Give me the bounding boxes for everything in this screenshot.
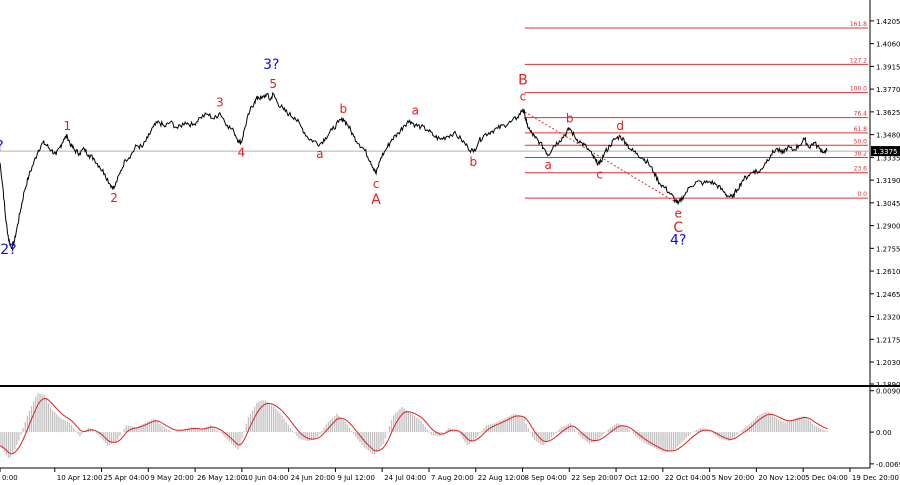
price-tick-label: 1.3770: [876, 86, 900, 94]
wave-label: 2: [110, 191, 118, 205]
wave-label: 4?: [670, 233, 686, 249]
time-tick-label: 22 Sep 20:00: [571, 474, 618, 482]
time-tick-label: 7 Oct 12:00: [618, 474, 659, 482]
wave-label: e: [675, 207, 682, 221]
price-tick-label: 1.4060: [876, 41, 900, 49]
time-tick-label: 10 Apr 12:00: [57, 474, 103, 482]
price-tick-label: 1.3045: [876, 200, 900, 208]
price-tick-label: 1.2320: [876, 314, 900, 322]
wave-label: c: [596, 167, 603, 181]
wave-label: b: [340, 102, 348, 116]
wave-label: A: [371, 192, 381, 208]
fibonacci-level-label: 127.2: [850, 57, 867, 64]
fibonacci-level-label: 61.8: [854, 126, 868, 133]
fibonacci-trend-line[interactable]: [524, 111, 679, 205]
wave-label: 3: [216, 96, 224, 110]
wave-label: a: [412, 103, 419, 117]
wave-label: 4: [238, 145, 246, 159]
wave-label: B: [518, 73, 528, 89]
time-tick-label: 22 Oct 04:00: [665, 474, 711, 482]
time-tick-label: 7 Aug 20:00: [431, 474, 474, 482]
axes: 1.4205 1.4060 1.3915 1.3770 1.3625 1.3480 1.33…: [0, 18, 900, 482]
wave-label: c: [520, 89, 527, 103]
price-tick-label: 1.2030: [876, 359, 900, 367]
time-tick-label: 5 Dec 04:00: [805, 474, 848, 482]
current-price-label: 1.3375: [873, 148, 898, 156]
time-tick-label: 9 May 20:00: [150, 474, 194, 482]
price-pane[interactable]: 161.8 127.2 100.0 76.4 61.8 50.0 38.2 23.6 0.0? 2…: [0, 21, 870, 258]
wave-label: 5: [269, 77, 277, 91]
wave-label: C: [673, 220, 683, 236]
price-tick-label: 1.2465: [876, 291, 900, 299]
wave-label: c: [373, 177, 380, 191]
wave-label: b: [470, 155, 478, 169]
time-tick-label: 25 Apr 04:00: [104, 474, 150, 482]
fibonacci-level-label: 100.0: [850, 86, 867, 93]
wave-label: 3?: [263, 57, 279, 73]
fibonacci-level-label: 23.6: [854, 166, 868, 173]
fibonacci-level-label: 38.2: [854, 151, 868, 158]
wave-label: a: [545, 158, 552, 172]
time-tick-label: 24 Jun 20:00: [291, 474, 335, 482]
wave-label: 2?: [0, 242, 16, 258]
price-tick-label: 1.3915: [876, 63, 900, 71]
time-tick-label: 26 May 12:00: [197, 474, 245, 482]
time-tick-label: 9 Jul 12:00: [337, 474, 375, 482]
time-tick-label: 10 Jun 04:00: [244, 474, 288, 482]
time-tick-label: 19 Dec 20:00: [852, 474, 899, 482]
time-tick-label: 0:00: [2, 474, 18, 482]
price-tick-label: 1.2755: [876, 245, 900, 253]
current-price-tag: [871, 146, 900, 157]
fibonacci-level-label: 50.0: [854, 138, 868, 145]
fibonacci-level-label: 76.4: [854, 111, 868, 118]
wave-label: a: [316, 147, 323, 161]
time-tick-label: 24 Jul 04:00: [384, 474, 426, 482]
oscillator-tick-label: 0.00: [876, 429, 892, 437]
price-tick-label: 1.3625: [876, 109, 900, 117]
oscillator-tick-label: 0.00901: [876, 388, 900, 396]
price-tick-label: 1.2175: [876, 336, 900, 344]
price-tick-label: 1.2610: [876, 268, 900, 276]
price-line: [0, 91, 828, 250]
fibonacci-level-label: 0.0: [857, 191, 867, 198]
wave-label: ?: [0, 139, 4, 155]
oscillator-tick-label: -0.00692: [876, 461, 900, 469]
oscillator-pane[interactable]: [0, 393, 828, 459]
price-tick-label: 1.3480: [876, 132, 900, 140]
fibonacci-level-label: 161.8: [850, 21, 867, 28]
wave-label: d: [616, 119, 624, 133]
wave-label: b: [566, 111, 574, 125]
price-tick-label: 1.3190: [876, 177, 900, 185]
price-tick-label: 1.3335: [876, 154, 900, 162]
price-tick-label: 1.2900: [876, 223, 900, 231]
price-tick-label: 1.4205: [876, 18, 900, 26]
time-tick-label: 20 Nov 12:00: [758, 474, 805, 482]
oscillator-signal-line: [0, 397, 828, 455]
time-tick-label: 8 Sep 04:00: [525, 474, 567, 482]
time-tick-label: 5 Nov 20:00: [712, 474, 755, 482]
wave-label: 1: [64, 119, 72, 133]
price-tick-label: 1.1890: [876, 381, 900, 389]
time-tick-label: 22 Aug 12:00: [478, 474, 525, 482]
